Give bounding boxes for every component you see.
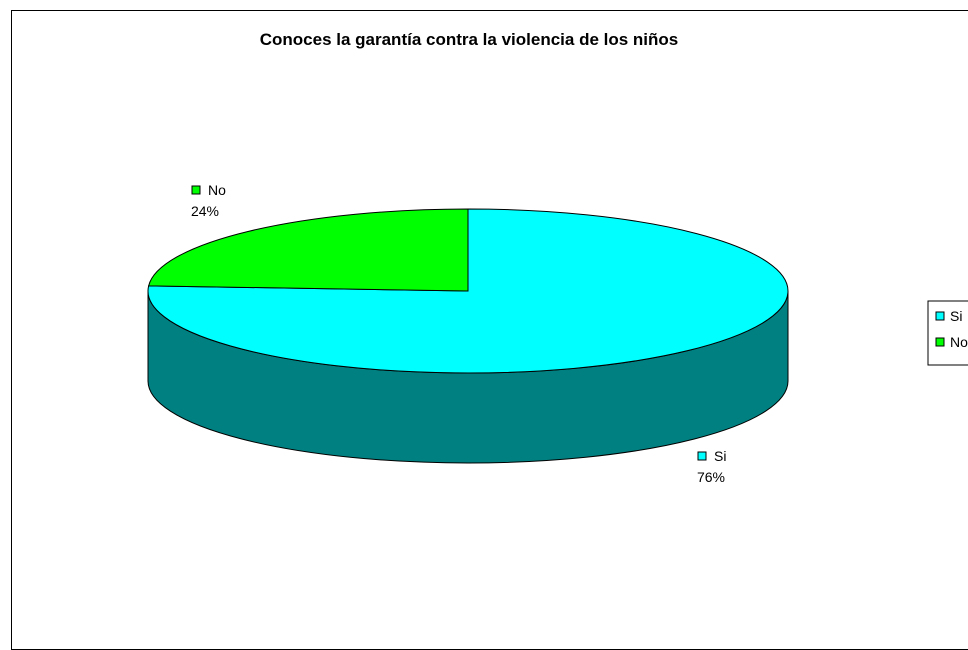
legend-box: [927, 300, 968, 366]
data-label-percent-si: 76%: [697, 469, 725, 485]
data-label-swatch-no: [191, 185, 201, 195]
data-label-category-si: Si: [714, 448, 726, 464]
chart-title: Conoces la garantía contra la violencia …: [259, 30, 679, 49]
legend-swatch-no: [935, 337, 945, 347]
data-label-category-no: No: [208, 182, 226, 198]
legend-label-si: Si: [950, 308, 962, 324]
pie-slice-no: [147, 208, 469, 292]
legend-swatch-si: [935, 311, 945, 321]
pie-chart: Si 76% No 24% Si No: [147, 182, 968, 485]
data-label-swatch-si: [697, 451, 707, 461]
legend-label-no: No: [950, 334, 968, 350]
data-label-percent-no: 24%: [191, 203, 219, 219]
